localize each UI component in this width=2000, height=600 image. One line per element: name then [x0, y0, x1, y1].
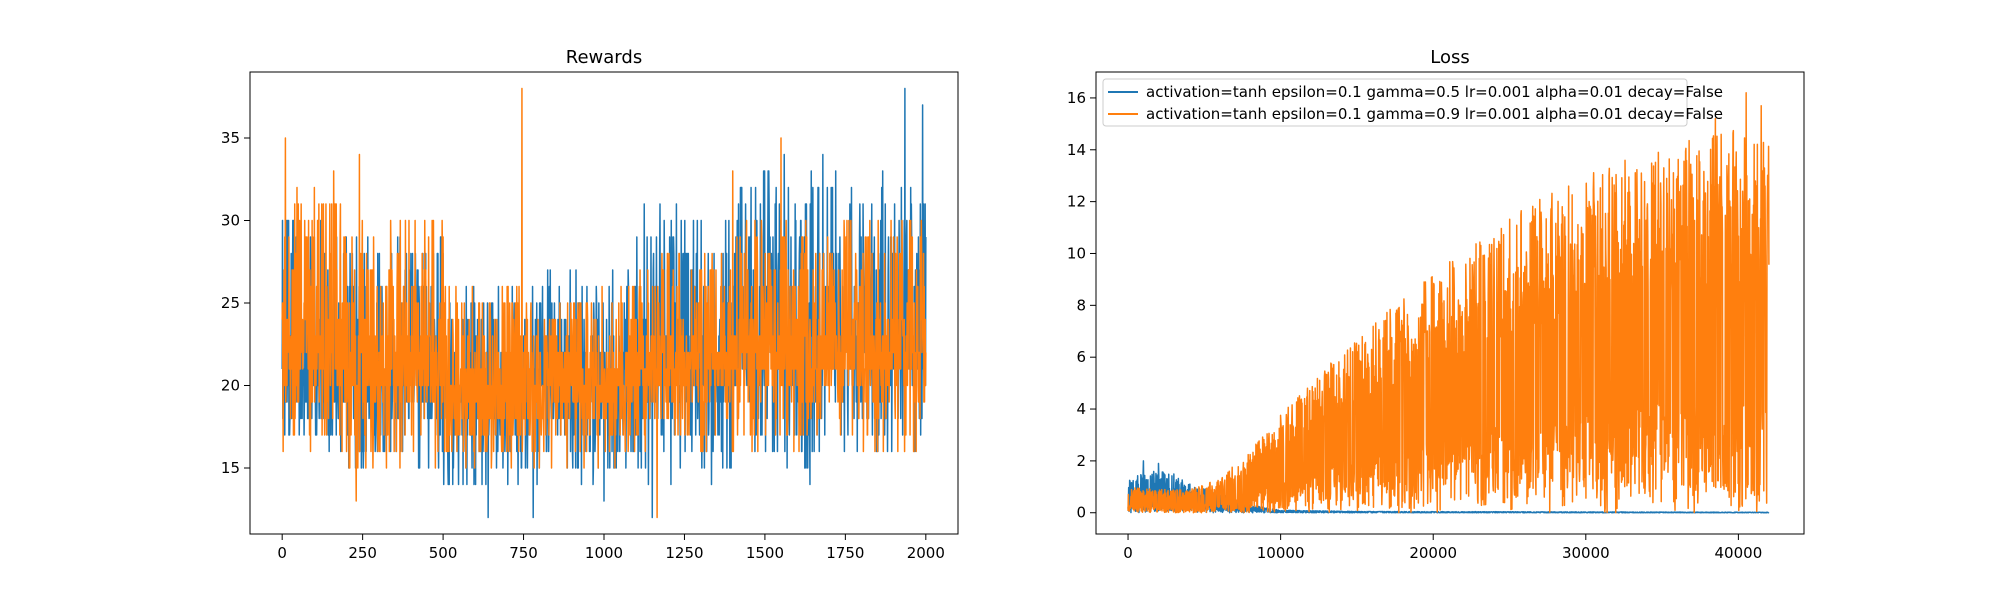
rewards-y-tick-label: 25	[221, 294, 240, 312]
loss-y-tick-label: 12	[1067, 193, 1086, 211]
loss-y-tick-label: 14	[1067, 141, 1086, 159]
loss-chart: Loss 0 10000 20000 30000 400000246810121416 …	[1067, 47, 1805, 562]
loss-axes-frame	[1095, 71, 1805, 535]
rewards-series-line-2	[281, 87, 927, 519]
rewards-y-tick-label: 30	[221, 212, 240, 230]
rewards-x-tick-label: 250	[348, 544, 377, 562]
loss-title: Loss	[1430, 47, 1469, 68]
rewards-y-tick-label: 20	[221, 377, 240, 395]
loss-y-tick-label: 10	[1067, 244, 1086, 262]
rewards-title: Rewards	[566, 47, 642, 68]
rewards-series-group	[281, 87, 927, 519]
loss-y-tick-label: 2	[1076, 452, 1086, 470]
loss-legend: activation=tanh epsilon=0.1 gamma=0.5 lr…	[1102, 78, 1723, 127]
rewards-x-tick-label: 1000	[585, 544, 623, 562]
loss-x-tick-label: 0	[1123, 544, 1133, 562]
legend-box	[1102, 78, 1688, 127]
loss-series-group	[1127, 91, 1770, 514]
loss-y-tick-label: 4	[1076, 400, 1086, 418]
legend-label-series-1: activation=tanh epsilon=0.1 gamma=0.5 lr…	[1146, 83, 1723, 101]
loss-ticks: 0 10000 20000 30000 40000 0 2 4 6 8 10 12 14 16	[1067, 89, 1762, 562]
loss-y-tick-label: 6	[1076, 348, 1086, 366]
rewards-x-tick-label: 2000	[907, 544, 945, 562]
rewards-x-tick-label: 500	[429, 544, 458, 562]
rewards-x-tick-label: 0	[277, 544, 287, 562]
rewards-x-tick-label: 750	[509, 544, 538, 562]
rewards-ticks: 0 250 500 750 1000 1250 1500 1750 2000 15 20 25 30 35	[221, 129, 945, 562]
rewards-x-tick-label: 1750	[826, 544, 864, 562]
rewards-x-tick-label: 1500	[746, 544, 784, 562]
loss-y-tick-label: 8	[1076, 296, 1086, 314]
rewards-y-tick-label: 15	[221, 459, 240, 477]
loss-x-tick-label: 20000	[1409, 544, 1457, 562]
rewards-x-tick-label: 1250	[665, 544, 703, 562]
loss-series-line-2	[1127, 91, 1770, 514]
rewards-chart: Rewards 0 250 500 750 1000 1250 1500 1750 2000 15…	[221, 47, 959, 562]
loss-y-tick-label: 16	[1067, 89, 1086, 107]
loss-x-tick-label: 10000	[1257, 544, 1305, 562]
loss-x-tick-label: 30000	[1562, 544, 1610, 562]
loss-y-tick-label: 0	[1076, 504, 1086, 522]
rewards-y-tick-label: 35	[221, 129, 240, 147]
loss-x-tick-label: 40000	[1715, 544, 1763, 562]
legend-label-series-2: activation=tanh epsilon=0.1 gamma=0.9 lr…	[1146, 105, 1723, 123]
